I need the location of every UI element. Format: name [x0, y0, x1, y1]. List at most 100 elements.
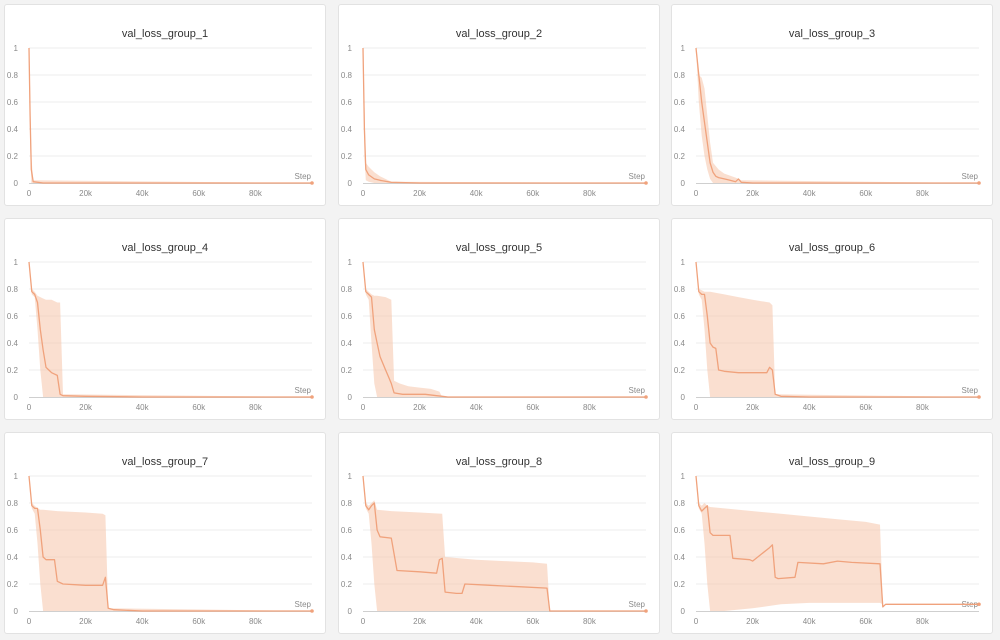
- y-tick-label: 0.2: [341, 580, 353, 589]
- chart-plot: 0 0.2 0.4 0.6 0.8 1 0 20k 40k 60k 80k Step: [674, 44, 981, 198]
- x-tick-label: 0: [361, 189, 366, 198]
- x-tick-label: 60k: [859, 189, 873, 198]
- chart-panel[interactable]: val_loss_group_4 0 0.2 0.4 0.6 0.8 1 0 20k 40k 60k…: [4, 218, 326, 420]
- chart-plot: 0 0.2 0.4 0.6 0.8 1 0 20k 40k 60k 80k Step: [7, 258, 314, 412]
- y-tick-label: 0.8: [674, 71, 686, 80]
- series-end-point: [977, 602, 981, 607]
- x-tick-label: 60k: [859, 617, 873, 626]
- x-tick-label: 80k: [583, 403, 597, 412]
- y-tick-label: 0.2: [674, 152, 686, 161]
- x-tick-label: 20k: [413, 617, 427, 626]
- y-tick-label: 0: [348, 607, 353, 616]
- y-tick-label: 0.8: [7, 71, 19, 80]
- x-tick-label: 80k: [249, 617, 263, 626]
- series-line[interactable]: [28, 475, 312, 612]
- x-tick-label: 0: [694, 617, 699, 626]
- x-axis-label: Step: [962, 386, 979, 395]
- y-tick-label: 0.4: [341, 339, 353, 348]
- y-tick-label: 0.8: [7, 285, 19, 294]
- x-tick-label: 40k: [803, 189, 817, 198]
- y-tick-label: 0.8: [341, 499, 353, 508]
- series-end-point: [977, 395, 981, 399]
- x-tick-label: 0: [361, 403, 366, 412]
- x-tick-label: 20k: [746, 189, 760, 198]
- x-axis-label: Step: [295, 386, 312, 395]
- x-tick-label: 20k: [79, 403, 93, 412]
- chart-panel[interactable]: val_loss_group_6 0 0.2 0.4 0.6 0.8 1 0 20k 40k 60k…: [671, 218, 993, 420]
- series-line[interactable]: [362, 47, 646, 184]
- series-line[interactable]: [362, 261, 646, 398]
- x-tick-label: 0: [694, 403, 699, 412]
- y-tick-label: 0.2: [674, 580, 686, 589]
- x-tick-label: 20k: [746, 403, 760, 412]
- y-tick-label: 0.6: [7, 98, 19, 107]
- y-tick-label: 0: [348, 179, 353, 188]
- y-tick-label: 0.2: [7, 366, 19, 375]
- chart-title: val_loss_group_5: [455, 242, 543, 254]
- x-tick-label: 40k: [136, 189, 150, 198]
- chart-title: val_loss_group_8: [455, 456, 543, 468]
- y-tick-label: 0: [681, 607, 686, 616]
- series-band: [363, 476, 646, 611]
- x-tick-label: 80k: [249, 189, 263, 198]
- chart-title: val_loss_group_9: [788, 456, 876, 468]
- chart-panel[interactable]: val_loss_group_5 0 0.2 0.4 0.6 0.8 1 0 20k 40k 60k…: [338, 218, 660, 420]
- y-tick-label: 0.8: [341, 285, 353, 294]
- y-tick-label: 1: [348, 44, 353, 53]
- chart-panel[interactable]: val_loss_group_7 0 0.2 0.4 0.6 0.8 1 0 20k 40k 60k…: [4, 432, 326, 634]
- chart-title: val_loss_group_7: [121, 456, 209, 468]
- y-tick-label: 0.8: [674, 285, 686, 294]
- series-line[interactable]: [695, 47, 979, 184]
- y-tick-label: 1: [348, 258, 353, 267]
- x-tick-label: 60k: [192, 617, 206, 626]
- y-tick-label: 0.2: [341, 152, 353, 161]
- chart-panel[interactable]: val_loss_group_1 0 0.2 0.4 0.6 0.8 1 0 20k 40k 60k…: [4, 4, 326, 206]
- y-tick-label: 1: [681, 258, 686, 267]
- y-tick-label: 0.6: [7, 312, 19, 321]
- chart-panel[interactable]: val_loss_group_2 0 0.2 0.4 0.6 0.8 1 0 20k 40k 60k…: [338, 4, 660, 206]
- chart-panel[interactable]: val_loss_group_9 0 0.2 0.4 0.6 0.8 1 0 20k 40k 60k…: [671, 432, 993, 634]
- y-tick-label: 0.8: [7, 499, 19, 508]
- series-line[interactable]: [28, 47, 312, 184]
- x-tick-label: 80k: [916, 403, 930, 412]
- chart-title: val_loss_group_6: [788, 242, 876, 254]
- y-tick-label: 0.6: [674, 98, 686, 107]
- y-tick-label: 0: [14, 607, 19, 616]
- y-tick-label: 0.6: [674, 312, 686, 321]
- series-band: [29, 476, 312, 611]
- x-axis-label: Step: [629, 386, 646, 395]
- chart-panel[interactable]: val_loss_group_3 0 0.2 0.4 0.6 0.8 1 0 20k 40k 60k…: [671, 4, 993, 206]
- y-tick-label: 0.4: [674, 553, 686, 562]
- y-tick-label: 0.4: [7, 339, 19, 348]
- series-line[interactable]: [362, 475, 646, 612]
- y-tick-label: 1: [681, 472, 686, 481]
- x-tick-label: 0: [27, 403, 32, 412]
- x-tick-label: 0: [361, 617, 366, 626]
- y-tick-label: 0.2: [7, 152, 19, 161]
- y-tick-label: 0.6: [341, 312, 353, 321]
- y-tick-label: 1: [14, 44, 19, 53]
- y-tick-label: 0.4: [341, 125, 353, 134]
- chart-panel[interactable]: val_loss_group_8 0 0.2 0.4 0.6 0.8 1 0 20k 40k 60k…: [338, 432, 660, 634]
- x-tick-label: 20k: [746, 617, 760, 626]
- y-tick-label: 1: [14, 472, 19, 481]
- series-end-point: [977, 181, 981, 185]
- x-tick-label: 40k: [136, 617, 150, 626]
- y-tick-label: 0.2: [7, 580, 19, 589]
- x-tick-label: 40k: [470, 617, 484, 626]
- series-end-point: [310, 609, 314, 613]
- series-line[interactable]: [695, 261, 979, 398]
- series-end-point: [644, 181, 648, 185]
- series-line[interactable]: [695, 475, 979, 608]
- x-tick-label: 80k: [916, 617, 930, 626]
- series-band: [696, 262, 979, 397]
- series-band: [29, 262, 312, 397]
- chart-title: val_loss_group_3: [788, 28, 876, 40]
- chart-plot: 0 0.2 0.4 0.6 0.8 1 0 20k 40k 60k 80k Step: [7, 44, 314, 198]
- series-line[interactable]: [28, 261, 312, 398]
- chart-title: val_loss_group_2: [455, 28, 543, 40]
- x-tick-label: 20k: [79, 617, 93, 626]
- x-tick-label: 0: [27, 189, 32, 198]
- chart-plot: 0 0.2 0.4 0.6 0.8 1 0 20k 40k 60k 80k Step: [674, 258, 981, 412]
- x-tick-label: 60k: [526, 189, 540, 198]
